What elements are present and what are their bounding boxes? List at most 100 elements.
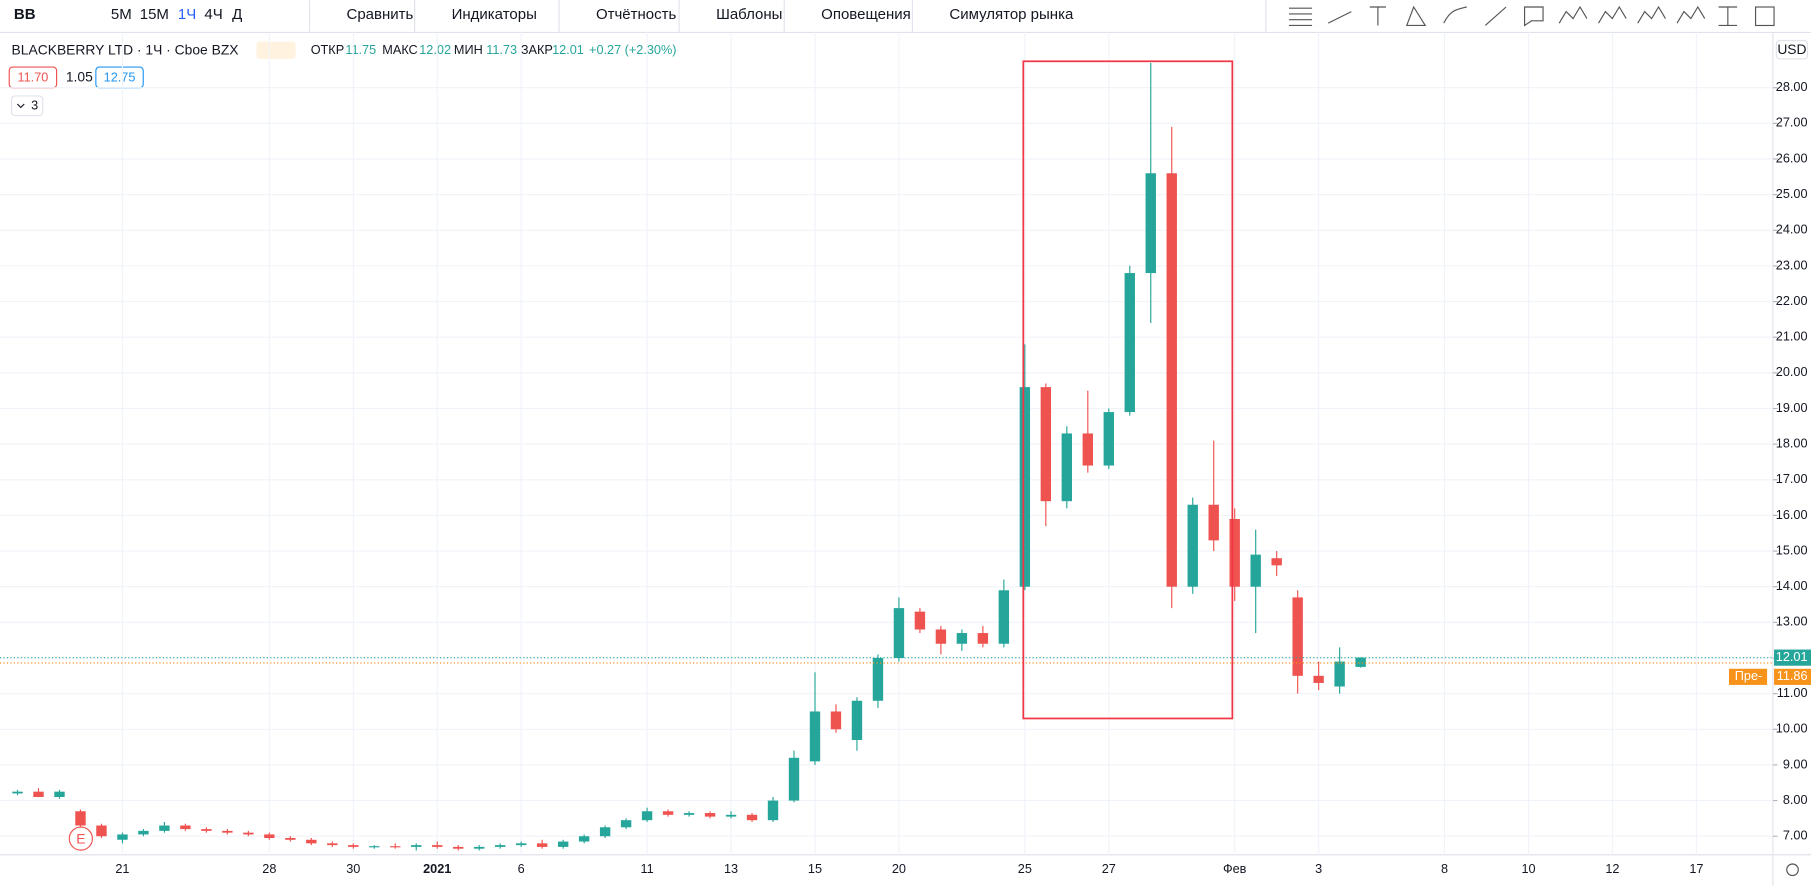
candle-body — [390, 846, 401, 848]
tool-icon[interactable] — [1718, 6, 1738, 27]
y-tick-label: 15.00 — [1776, 543, 1808, 557]
candle-body — [704, 813, 716, 817]
y-tick-label: 27.00 — [1776, 116, 1808, 130]
toolbar-button[interactable]: Шаблоны — [716, 6, 782, 23]
interval[interactable]: 5М — [111, 6, 132, 23]
bid: 11.70 — [18, 70, 49, 84]
y-tick-label: 14.00 — [1776, 579, 1808, 593]
premarket-tag-box — [1728, 668, 1768, 685]
last-price: 12.01 — [1776, 650, 1808, 664]
ask: 12.75 — [104, 70, 136, 84]
candle-body — [264, 834, 275, 838]
candle-body — [117, 834, 128, 840]
currency: USD — [1777, 41, 1806, 57]
toolbar-button[interactable]: Оповещения — [821, 6, 911, 23]
candle-body — [327, 843, 338, 846]
candle-body — [138, 830, 149, 835]
tool-icon[interactable] — [1637, 5, 1666, 24]
interval[interactable]: 15М — [140, 6, 169, 23]
indicators-toggle[interactable] — [10, 95, 44, 117]
candle-body — [1103, 412, 1114, 466]
tool-icon[interactable] — [1443, 6, 1467, 24]
y-tick-label: 7.00 — [1783, 829, 1808, 843]
premarket-price-box — [1774, 668, 1811, 685]
candle-body — [411, 845, 422, 847]
candle-body — [159, 825, 170, 831]
candle-body — [348, 845, 359, 847]
candle-body — [180, 825, 191, 830]
candle-body — [1250, 554, 1261, 587]
session-badge — [256, 41, 296, 59]
ohlc-value: 12.02 — [419, 43, 451, 57]
candle-body — [1229, 518, 1240, 587]
tool-icon[interactable] — [1369, 6, 1386, 26]
candle-body — [767, 800, 779, 821]
tool-icon[interactable] — [1676, 5, 1706, 24]
currency-box[interactable] — [1775, 39, 1809, 60]
x-tick-label: 10 — [1521, 862, 1535, 876]
ohlc-value: 12.01 — [552, 43, 584, 57]
candle-body — [1187, 504, 1198, 587]
candle-body — [1124, 273, 1135, 413]
candle-body — [578, 836, 590, 842]
tool-icon[interactable] — [1523, 6, 1544, 27]
change: +0.27 (+2.30%) — [589, 43, 676, 57]
candle-body — [243, 832, 254, 835]
plot: 7.008.009.0010.0011.0012.0013.0014.0015.… — [0, 32, 1811, 876]
candle-body — [369, 846, 380, 848]
tool-icon[interactable] — [1597, 5, 1627, 24]
candle-body — [1292, 597, 1303, 676]
interval[interactable]: 4Ч — [204, 6, 222, 23]
candle-body — [54, 791, 65, 798]
candle-body — [1061, 433, 1073, 502]
candle-body — [1166, 173, 1177, 587]
tool-icon[interactable] — [1558, 5, 1588, 24]
candle-body — [536, 843, 548, 847]
tool-icon[interactable] — [1288, 7, 1313, 27]
y-tick-label: 13.00 — [1776, 615, 1808, 629]
candle-body — [557, 841, 569, 847]
toolbar-button[interactable]: Индикаторы — [452, 6, 537, 23]
x-tick-label: 27 — [1102, 862, 1116, 876]
x-tick-label: 6 — [518, 862, 525, 876]
candle-body — [201, 829, 212, 831]
candle-body — [956, 633, 968, 644]
ohlc-label: ОТКР — [311, 43, 344, 57]
chevron — [16, 103, 25, 109]
candle-body — [1271, 558, 1282, 566]
earnings-label: E — [76, 830, 85, 846]
last-price-box — [1774, 649, 1811, 666]
ohlc-value: 11.75 — [345, 43, 376, 57]
tool-icon[interactable] — [1754, 6, 1775, 27]
candle-body — [725, 814, 737, 817]
premarket-price: 11.86 — [1777, 669, 1808, 683]
y-tick-label: 28.00 — [1776, 80, 1808, 94]
drawing-tools — [1265, 0, 1775, 33]
tool-icon[interactable] — [1405, 5, 1427, 27]
earnings-marker[interactable] — [68, 826, 93, 851]
candle-body — [809, 711, 821, 762]
toolbar-button[interactable]: Отчётность — [596, 6, 677, 23]
x-tick-label: 3 — [1315, 862, 1322, 876]
candle-body — [285, 837, 296, 840]
x-tick-label: 8 — [1441, 862, 1448, 876]
symbol[interactable]: BB — [14, 6, 36, 23]
tool-icon[interactable] — [1484, 6, 1507, 26]
candle-body — [872, 658, 884, 701]
candle-body — [893, 608, 905, 659]
indicators-count: 3 — [31, 99, 38, 113]
candle-body — [977, 633, 989, 644]
interval[interactable]: 1Ч — [178, 6, 196, 23]
toolbar-button[interactable]: Симулятор рынка — [949, 6, 1074, 23]
candle-body — [620, 820, 632, 828]
x-tick-label: Фев — [1223, 862, 1247, 876]
toolbar-button[interactable]: Сравнить — [346, 6, 413, 23]
y-tick-label: 9.00 — [1783, 757, 1808, 771]
settings-icon[interactable] — [1786, 863, 1799, 877]
y-tick-label: 17.00 — [1776, 472, 1808, 486]
interval[interactable]: Д — [232, 6, 242, 23]
tool-icon[interactable] — [1327, 11, 1352, 24]
candle-body — [494, 845, 506, 847]
candle-body — [306, 839, 317, 844]
